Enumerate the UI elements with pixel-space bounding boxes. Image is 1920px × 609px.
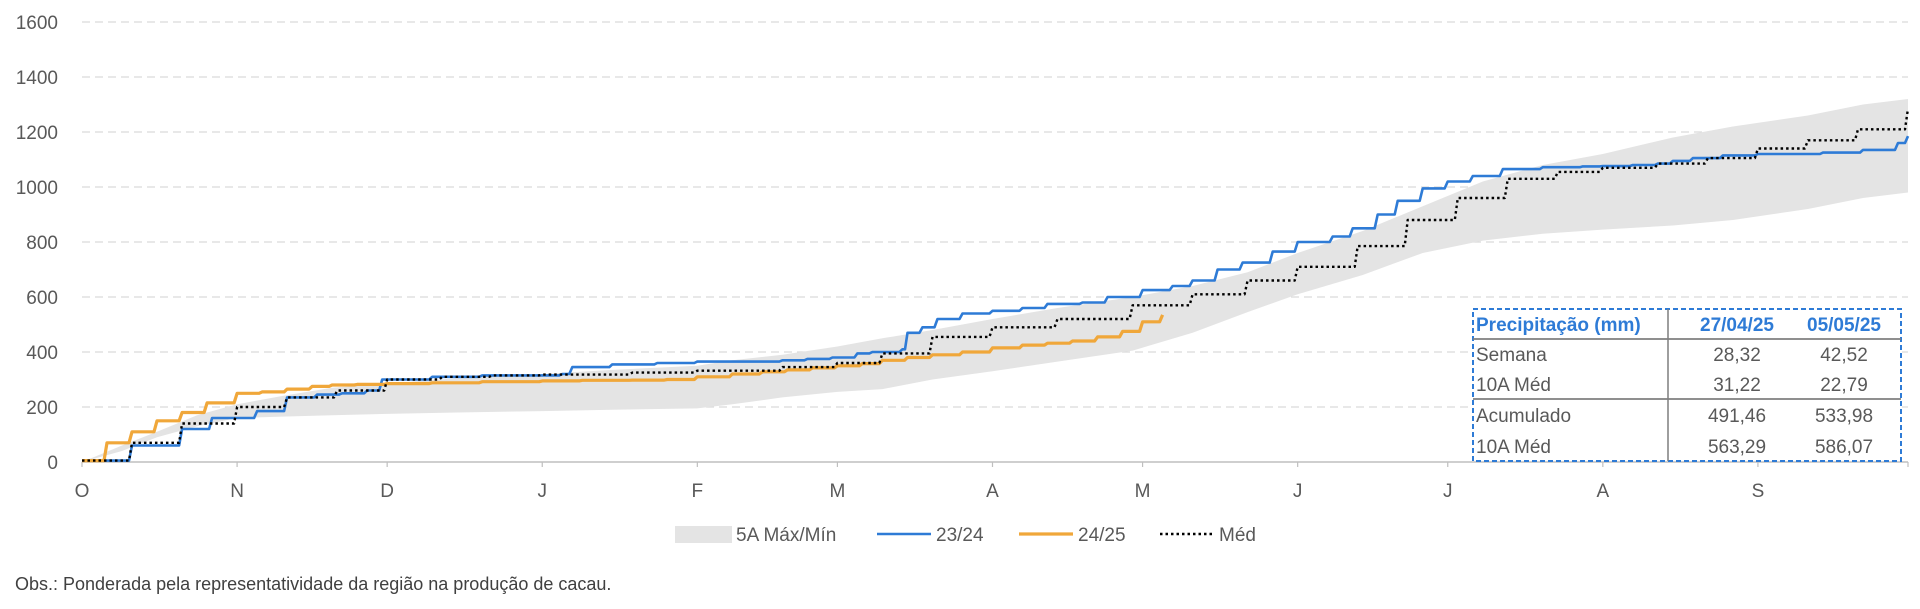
table-row-label: 10A Méd — [1476, 437, 1551, 458]
table-row-label: Semana — [1476, 345, 1547, 366]
series-med-line — [82, 108, 1910, 462]
y-tick-label: 1400 — [16, 68, 58, 89]
x-tick-label: J — [1443, 481, 1453, 502]
table-row-label: Acumulado — [1476, 406, 1571, 427]
table-cell: 533,98 — [1815, 406, 1873, 427]
legend: 5A Máx/Mín 23/24 24/25 Méd — [675, 525, 1256, 546]
table-cell: 586,07 — [1815, 437, 1873, 458]
x-tick-label: D — [380, 481, 394, 502]
precipitation-table: Precipitação (mm) 27/04/25 05/05/25 Semana 2… — [1472, 308, 1902, 462]
x-tick-label: M — [829, 481, 845, 502]
y-tick-label: 200 — [26, 398, 58, 419]
table-header: 05/05/25 — [1807, 315, 1881, 336]
y-tick-label: 800 — [26, 233, 58, 254]
table-cell: 563,29 — [1708, 437, 1766, 458]
x-tick-label: M — [1135, 481, 1151, 502]
series-24-25-line — [82, 314, 1165, 463]
x-tick-label: A — [1596, 481, 1609, 502]
x-tick-label: A — [986, 481, 999, 502]
table-frame — [1472, 308, 1902, 462]
footnote: Obs.: Ponderada pela representatividade … — [15, 574, 611, 594]
x-tick-label: N — [230, 481, 244, 502]
table-cell: 22,79 — [1820, 375, 1868, 396]
y-tick-label: 0 — [47, 453, 58, 474]
table-header: Precipitação (mm) — [1476, 315, 1641, 336]
y-tick-label: 600 — [26, 288, 58, 309]
table-cell: 42,52 — [1820, 345, 1868, 366]
y-tick-label: 1000 — [16, 178, 58, 199]
x-tick-label: F — [692, 481, 704, 502]
x-tick-label: O — [75, 481, 90, 502]
grid-layer — [82, 21, 1908, 408]
band-5a-max-min — [82, 99, 1908, 462]
x-tick-label: J — [1293, 481, 1303, 502]
legend-label: 24/25 — [1078, 525, 1126, 546]
legend-label: Méd — [1219, 525, 1256, 546]
table-header: 27/04/25 — [1700, 315, 1774, 336]
y-tick-label: 1200 — [16, 123, 58, 144]
y-tick-label: 400 — [26, 343, 58, 364]
x-tick-label: J — [538, 481, 548, 502]
table-row-label: 10A Méd — [1476, 375, 1551, 396]
y-tick-label: 1600 — [16, 13, 58, 34]
table-cell: 31,22 — [1713, 375, 1761, 396]
legend-swatch-band — [675, 526, 732, 543]
series-layer — [82, 108, 1910, 463]
table-cell: 491,46 — [1708, 406, 1766, 427]
axis-layer: 0 200 400 600 800 1000 1200 1400 1600 O N D J F M A M J J A… — [16, 13, 1909, 502]
x-tick-label: S — [1752, 481, 1765, 502]
table-cell: 28,32 — [1713, 345, 1761, 366]
legend-label: 5A Máx/Mín — [736, 525, 836, 546]
band-layer — [82, 99, 1908, 462]
legend-label: 23/24 — [936, 525, 984, 546]
